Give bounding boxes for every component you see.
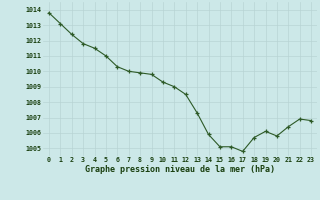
X-axis label: Graphe pression niveau de la mer (hPa): Graphe pression niveau de la mer (hPa) — [85, 165, 275, 174]
